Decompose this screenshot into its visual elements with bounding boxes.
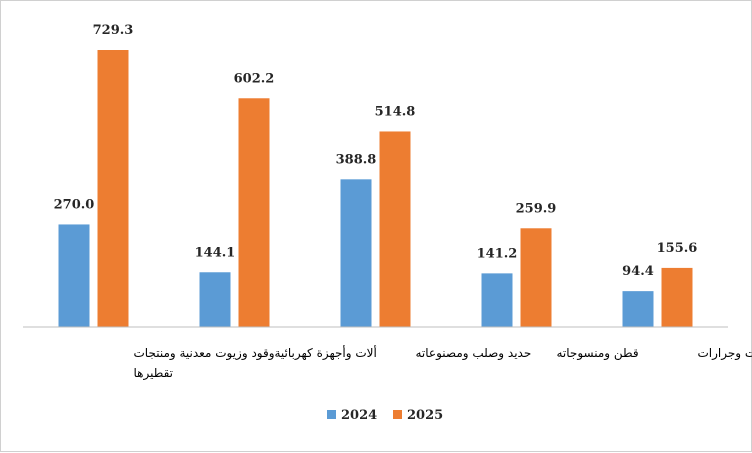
category-label-0-1: تقطيرها (134, 366, 173, 381)
data-label-2025-4: 155.6 (657, 241, 698, 256)
bar-2024-3 (482, 273, 513, 327)
category-label-2-0: حديد وصلب ومصنوعاته (416, 346, 532, 361)
data-label-2024-0: 270.0 (54, 197, 95, 212)
category-label-0-0: وقود وزيوت معدنية ومنتجات (134, 346, 275, 361)
category-label-4-0: سيارات وجرارات (698, 346, 752, 361)
data-label-2025-3: 259.9 (516, 201, 557, 216)
bar-2024-2 (341, 179, 372, 327)
legend-swatch-2024 (327, 410, 336, 419)
bar-2024-0 (59, 224, 90, 327)
legend-label-2025: 2025 (407, 408, 443, 423)
data-label-2024-1: 144.1 (195, 245, 236, 260)
bar-2025-2 (380, 131, 411, 327)
category-label-1-0: ألات وأجهزة كهربائية (275, 345, 377, 361)
bar-2024-4 (623, 291, 654, 327)
data-label-2024-2: 388.8 (336, 152, 377, 167)
data-label-2025-2: 514.8 (375, 104, 416, 119)
legend-swatch-2025 (393, 410, 402, 419)
bar-2025-3 (521, 228, 552, 327)
legend-label-2024: 2024 (341, 408, 377, 423)
data-label-2024-4: 94.4 (622, 264, 654, 279)
bar-2025-1 (239, 98, 270, 327)
bar-2024-1 (200, 272, 231, 327)
data-label-2024-3: 141.2 (477, 246, 518, 261)
data-label-2025-1: 602.2 (234, 71, 275, 86)
bar-2025-4 (662, 268, 693, 327)
category-label-3-0: قطن ومنسوجاته (557, 346, 639, 361)
bar-2025-0 (98, 50, 129, 327)
data-label-2025-0: 729.3 (93, 23, 134, 38)
